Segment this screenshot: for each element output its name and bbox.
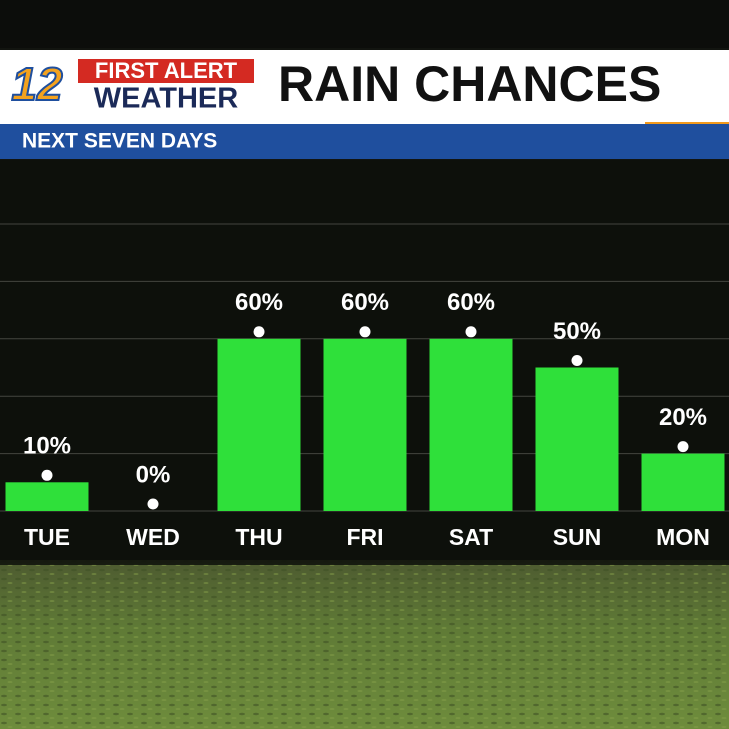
- bar: [429, 338, 513, 511]
- value-label: 60%: [235, 289, 283, 316]
- logo-line2: WEATHER: [94, 83, 239, 115]
- x-tick-label: SUN: [553, 524, 602, 550]
- logo-line1: FIRST ALERT: [95, 58, 238, 83]
- bar: [535, 367, 619, 511]
- value-label: 50%: [553, 318, 601, 345]
- chart-subtitle: NEXT SEVEN DAYS: [22, 130, 217, 153]
- value-label: 60%: [341, 289, 389, 316]
- x-tick-label: FRI: [346, 524, 383, 550]
- bar: [323, 338, 407, 511]
- x-tick-label: THU: [235, 524, 282, 550]
- logo-channel: 12: [11, 58, 63, 110]
- value-label: 60%: [447, 289, 495, 316]
- value-dot: [41, 469, 53, 481]
- value-dot: [677, 441, 689, 453]
- chart-title: RAIN CHANCES: [278, 56, 661, 112]
- x-tick-label: SAT: [449, 524, 493, 550]
- top-band: [0, 0, 729, 48]
- grass-texture: [0, 560, 729, 729]
- value-dot: [147, 498, 159, 510]
- value-dot: [571, 355, 583, 366]
- value-dot: [359, 326, 371, 338]
- bar: [641, 453, 725, 511]
- subtitle-bar: [0, 124, 729, 159]
- value-dot: [253, 326, 265, 338]
- value-label: 20%: [659, 404, 707, 431]
- x-tick-label: TUE: [24, 524, 70, 550]
- value-label: 10%: [23, 433, 71, 460]
- x-tick-label: WED: [126, 524, 180, 550]
- bar: [5, 482, 89, 511]
- value-label: 0%: [136, 461, 171, 488]
- bar: [217, 338, 301, 511]
- x-tick-label: MON: [656, 524, 710, 550]
- logo-red-box: [78, 59, 254, 83]
- value-dot: [465, 326, 477, 338]
